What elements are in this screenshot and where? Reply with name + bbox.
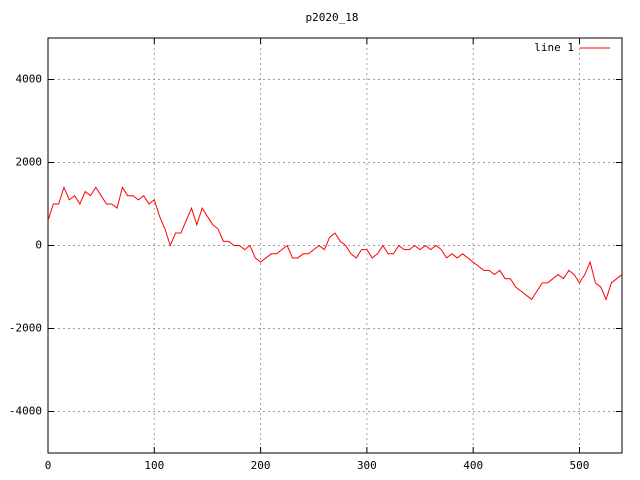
- x-tick-label: 0: [45, 459, 52, 472]
- data-line: [47, 185, 623, 301]
- legend-label: line 1: [534, 41, 574, 54]
- y-tick-label: 4000: [16, 73, 43, 86]
- x-tick-label: 100: [144, 459, 164, 472]
- plot-border: [47, 37, 623, 454]
- chart-title: p2020_18: [306, 11, 359, 24]
- y-tick-label: 0: [35, 239, 42, 252]
- y-tick-label: -2000: [9, 322, 42, 335]
- x-tick-label: 500: [570, 459, 590, 472]
- y-tick-label: -4000: [9, 405, 42, 418]
- x-tick-label: 200: [251, 459, 271, 472]
- x-tick-label: 300: [357, 459, 377, 472]
- y-tick-label: 2000: [16, 156, 43, 169]
- x-tick-label: 400: [463, 459, 483, 472]
